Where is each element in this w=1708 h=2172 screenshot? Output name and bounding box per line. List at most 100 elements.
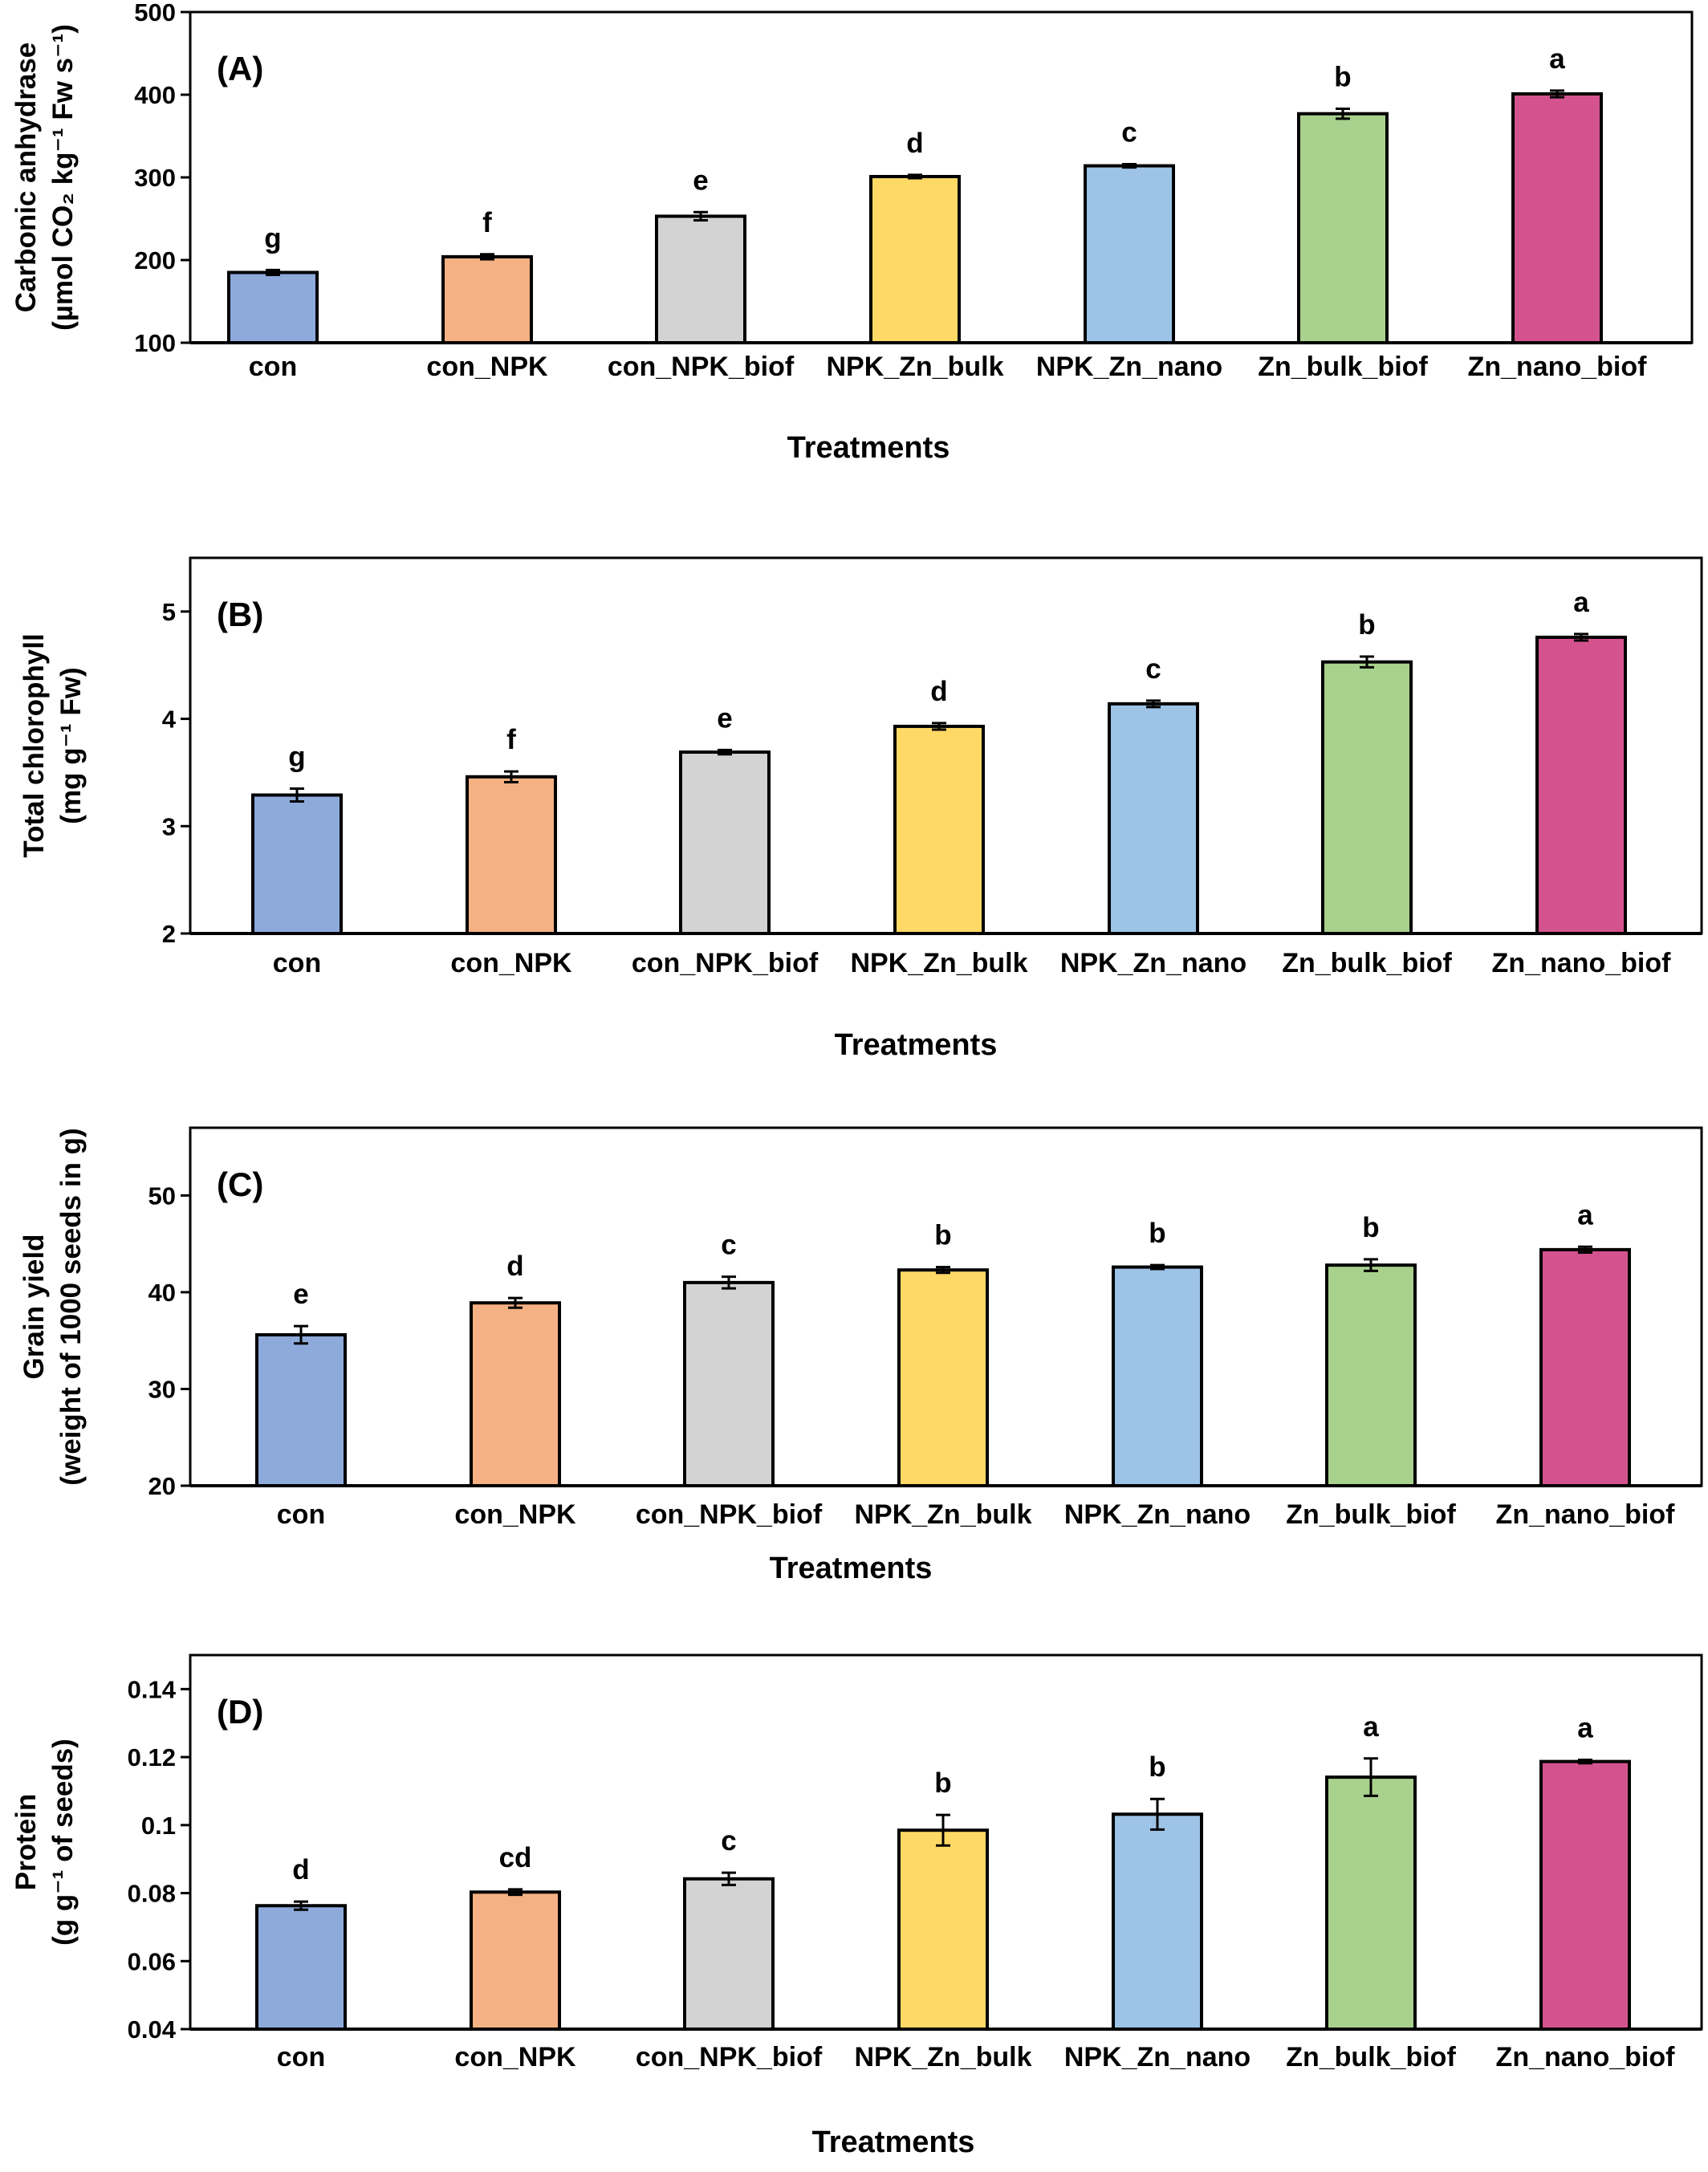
panel-label: (D)	[217, 1693, 263, 1731]
significance-letter: b	[934, 1220, 951, 1251]
x-category-label: NPK_Zn_nano	[1064, 1499, 1250, 1530]
bar-Zn_nano_biof	[1511, 92, 1603, 344]
x-category-label: NPK_Zn_bulk	[826, 352, 1003, 382]
significance-letter: b	[1362, 1212, 1379, 1243]
bar-NPK_Zn_bulk	[869, 174, 961, 344]
significance-letter: g	[264, 222, 281, 254]
significance-letter: c	[1121, 117, 1137, 148]
significance-letter: a	[1577, 1712, 1593, 1743]
y-axis-title: Carbonic anhydrase (µmol CO₂ kg⁻¹ Fw s⁻¹)	[10, 24, 79, 331]
significance-letter: cd	[499, 1842, 532, 1873]
x-category-label: con_NPK_biof	[636, 1499, 823, 1530]
x-category-label: Zn_bulk_biof	[1286, 2042, 1456, 2072]
bar-con_NPK	[470, 1301, 561, 1487]
bar-NPK_Zn_bulk	[893, 724, 985, 936]
significance-letter: f	[506, 724, 516, 755]
y-tick-label: 3	[162, 812, 176, 840]
y-tick-label: 300	[134, 164, 176, 192]
significance-letter: d	[292, 1854, 309, 1885]
significance-letter: g	[288, 741, 305, 772]
significance-letter: a	[1363, 1711, 1379, 1743]
significance-letter: a	[1577, 1199, 1593, 1230]
y-axis-title: Protein (g g⁻¹ of seeds)	[10, 1739, 79, 1946]
y-tick-label: 500	[134, 0, 176, 26]
y-tick-label: 100	[134, 329, 176, 357]
y-axis-title-line: (weight of 1000 seeds in g)	[55, 1128, 87, 1485]
x-category-label: con_NPK_biof	[608, 352, 795, 382]
bar-NPK_Zn_nano	[1112, 1812, 1203, 2031]
bar-Zn_bulk_biof	[1297, 112, 1389, 344]
x-axis-title: Treatments	[812, 2125, 975, 2159]
x-category-label: NPK_Zn_bulk	[850, 948, 1027, 978]
bar-Zn_bulk_biof	[1325, 1263, 1417, 1488]
x-category-label: Zn_nano_biof	[1492, 948, 1672, 978]
x-category-label: NPK_Zn_nano	[1064, 2042, 1250, 2072]
significance-letter: b	[1149, 1218, 1165, 1249]
significance-letter: a	[1549, 43, 1565, 75]
y-tick-label: 2	[162, 920, 176, 948]
bar-NPK_Zn_bulk	[897, 1268, 989, 1487]
x-category-label: con	[277, 2042, 325, 2072]
y-axis-title-line: (g g⁻¹ of seeds)	[47, 1739, 79, 1946]
bar-con	[255, 1904, 347, 2031]
x-category-label: NPK_Zn_nano	[1060, 948, 1246, 978]
y-tick-label: 0.04	[128, 2015, 177, 2044]
bar-con	[255, 1332, 347, 1488]
y-tick-label: 0.08	[128, 1880, 176, 1908]
x-category-label: Zn_nano_biof	[1496, 1499, 1676, 1530]
chart-panel-c: 20 30 40 50 e con d con_NPK c con_NPK_biof b NPK_Zn…	[18, 1126, 1703, 1585]
significance-letter: c	[721, 1230, 736, 1261]
y-axis-title-line: Grain yield	[18, 1234, 50, 1380]
bar-NPK_Zn_nano	[1084, 164, 1175, 344]
significance-letter: a	[1573, 587, 1589, 618]
y-axis-title-line: (µmol CO₂ kg⁻¹ Fw s⁻¹)	[47, 24, 79, 331]
x-axis-title: Treatments	[835, 1028, 998, 1062]
significance-letter: b	[1149, 1751, 1165, 1783]
x-category-label: Zn_nano_biof	[1468, 352, 1648, 382]
bar-con_NPK_biof	[683, 1280, 775, 1487]
bar-con_NPK_biof	[683, 1877, 775, 2031]
y-tick-label: 200	[134, 246, 176, 275]
x-category-label: Zn_bulk_biof	[1282, 948, 1452, 978]
x-category-label: con_NPK_biof	[632, 948, 819, 978]
x-category-label: NPK_Zn_nano	[1036, 352, 1222, 382]
bar-con	[227, 270, 319, 345]
bar-NPK_Zn_bulk	[897, 1828, 989, 2031]
y-tick-label: 4	[162, 706, 177, 734]
significance-letter: f	[482, 207, 492, 238]
y-tick-label: 400	[134, 81, 176, 109]
x-axis-title: Treatments	[770, 1552, 933, 1585]
x-axis-title: Treatments	[787, 431, 950, 465]
y-axis-title-line: Total chlorophyll	[18, 633, 50, 857]
y-tick-label: 20	[148, 1472, 176, 1500]
y-axis-title-line: Carbonic anhydrase	[10, 43, 42, 313]
significance-letter: b	[1334, 62, 1351, 93]
y-axis-title-line: Protein	[10, 1794, 42, 1891]
y-axis-title: Total chlorophyll (mg g⁻¹ Fw)	[18, 633, 87, 857]
x-category-label: con_NPK	[454, 1499, 576, 1530]
x-category-label: con_NPK	[426, 352, 548, 382]
bar-con_NPK_biof	[679, 750, 771, 935]
x-category-label: con	[273, 948, 321, 978]
bar-Zn_nano_biof	[1535, 635, 1627, 935]
bar-NPK_Zn_nano	[1112, 1265, 1203, 1487]
y-tick-label: 0.1	[141, 1812, 176, 1840]
x-category-label: con_NPK	[454, 2042, 576, 2072]
y-tick-label: 40	[148, 1279, 176, 1307]
x-category-label: Zn_bulk_biof	[1286, 1499, 1456, 1530]
x-category-label: con_NPK_biof	[636, 2042, 823, 2072]
y-tick-label: 0.12	[128, 1743, 176, 1771]
significance-letter: e	[293, 1279, 308, 1310]
bar-con	[251, 793, 343, 935]
x-category-label: con	[249, 352, 297, 382]
significance-letter: c	[721, 1825, 736, 1857]
significance-letter: e	[717, 702, 732, 734]
significance-letter: b	[934, 1767, 951, 1799]
x-category-label: con_NPK	[450, 948, 572, 978]
chart-panel-d: 0.04 0.06 0.08 0.1 0.12 0.14 d con cd con_NPK c con…	[10, 1653, 1703, 2159]
bar-Zn_bulk_biof	[1325, 1775, 1417, 2031]
significance-letter: b	[1358, 609, 1375, 641]
bar-con_NPK	[470, 1890, 561, 2032]
y-axis-title-line: (mg g⁻¹ Fw)	[55, 667, 87, 824]
